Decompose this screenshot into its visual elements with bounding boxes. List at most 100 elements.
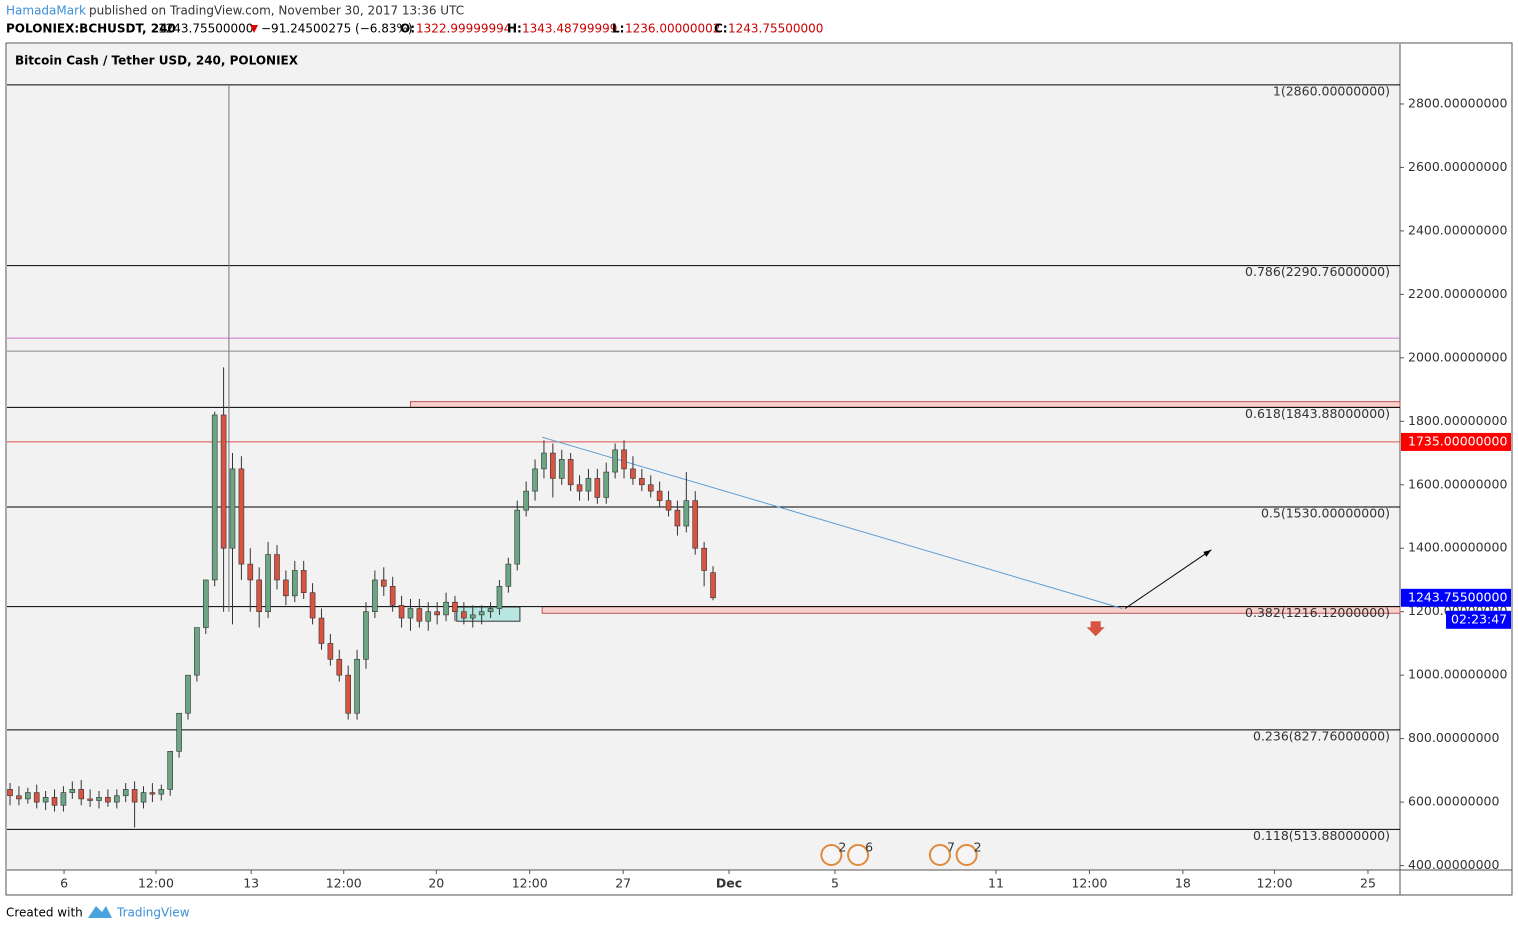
author[interactable]: HamadaMark xyxy=(6,4,86,18)
fib-label: 0.786(2290.76000000) xyxy=(1245,264,1390,279)
plot: 2800.000000002600.000000002400.000000002… xyxy=(7,83,1511,891)
candle-body xyxy=(7,789,13,797)
candle-body xyxy=(247,563,254,581)
candle-body xyxy=(639,478,645,486)
y-tick-label: 800.00000000 xyxy=(1408,730,1500,745)
y-tick-label: 1600.00000000 xyxy=(1408,476,1507,491)
price-tag-label: 1735.00000000 xyxy=(1408,433,1507,448)
plot-area xyxy=(7,44,1400,870)
countdown: 02:23:47 xyxy=(1451,611,1507,626)
candle-body xyxy=(710,572,716,599)
x-tick-label: 12:00 xyxy=(512,876,548,891)
candle-body xyxy=(487,608,494,612)
candle-body xyxy=(149,792,156,795)
y-tick-label: 2400.00000000 xyxy=(1408,222,1507,237)
x-tick-label: 12:00 xyxy=(138,876,174,891)
x-tick-label: 27 xyxy=(615,876,631,891)
open: 1322.99999994 xyxy=(416,22,511,36)
candle-body xyxy=(496,586,503,609)
candle-body xyxy=(60,792,67,806)
candle-body xyxy=(336,658,343,676)
candle-body xyxy=(42,797,49,803)
candle-body xyxy=(398,605,405,619)
candle-body xyxy=(185,674,191,714)
change: −91.24500275 (−6.83%) xyxy=(261,22,413,36)
trendline xyxy=(542,436,1123,610)
candle-body xyxy=(25,792,31,800)
price-tag xyxy=(1401,588,1511,607)
candle-body xyxy=(345,674,351,714)
arrow-head xyxy=(1203,549,1212,557)
candle-body xyxy=(69,789,76,793)
candle-body xyxy=(167,751,174,790)
candle-body xyxy=(354,658,360,714)
candle-body xyxy=(158,789,165,795)
down-arrow-icon xyxy=(1086,621,1105,637)
symbol: POLONIEX:BCHUSDT, 240 xyxy=(6,22,176,36)
candle-body xyxy=(140,792,147,803)
x-tick-label: 6 xyxy=(60,876,68,891)
y-tick-label: 2600.00000000 xyxy=(1408,159,1507,174)
low: 1236.00000002 xyxy=(625,22,720,36)
countdown-bg xyxy=(1446,610,1511,629)
candle-body xyxy=(505,563,512,587)
candle-body xyxy=(425,611,432,622)
candle-body xyxy=(87,798,93,801)
candle-body xyxy=(380,579,387,587)
candle-body xyxy=(372,579,378,612)
candle-body xyxy=(363,611,369,660)
candle-body xyxy=(630,468,636,479)
candle-body xyxy=(122,789,129,797)
y-tick-label: 400.00000000 xyxy=(1408,857,1500,872)
candle-body xyxy=(256,579,262,612)
candle-body xyxy=(318,617,325,644)
x-tick-label: 12:00 xyxy=(326,876,362,891)
candle-body xyxy=(389,586,396,606)
tv-logo xyxy=(88,906,112,918)
candle-body xyxy=(211,414,218,581)
candle-body xyxy=(407,608,414,619)
chart-title: Bitcoin Cash / Tether USD, 240, POLONIEX xyxy=(15,54,299,68)
fib-label: 0.236(827.76000000) xyxy=(1253,728,1390,743)
h-label: H: xyxy=(507,22,522,36)
published: published on TradingView.com, November 3… xyxy=(89,4,464,18)
candle-body xyxy=(656,490,663,501)
candle-body xyxy=(78,789,85,800)
candle-body xyxy=(51,797,58,806)
fib-label: 1(2860.00000000) xyxy=(1273,83,1390,98)
candle-body xyxy=(541,452,547,470)
x-tick-label: 5 xyxy=(831,876,839,891)
y-tick-label: 1400.00000000 xyxy=(1408,540,1507,555)
event-icon xyxy=(847,844,870,866)
created-with: Created with xyxy=(6,906,83,920)
last-price: 1243.75500000 xyxy=(158,22,253,36)
event-count: 2 xyxy=(838,840,846,855)
candle-body xyxy=(434,611,440,616)
event-icon xyxy=(928,844,951,866)
candle-body xyxy=(105,797,111,803)
fib-label: 0.382(1216.12000000) xyxy=(1245,605,1390,620)
candle-body xyxy=(220,414,227,549)
candle-body xyxy=(452,601,458,612)
event-count: 2 xyxy=(974,840,982,855)
candle-body xyxy=(576,484,583,492)
event-count: 6 xyxy=(865,840,873,855)
candle-body xyxy=(274,554,280,581)
candle-body xyxy=(674,509,681,527)
l-label: L: xyxy=(612,22,624,36)
brand[interactable]: TradingView xyxy=(116,906,190,920)
x-tick-label: 11 xyxy=(988,876,1004,891)
candle-body xyxy=(567,459,574,486)
candle-body xyxy=(33,792,40,803)
y-tick-label: 2200.00000000 xyxy=(1408,286,1507,301)
event-icon xyxy=(820,844,843,866)
close: 1243.75500000 xyxy=(728,22,823,36)
candle-body xyxy=(594,478,601,498)
x-tick-label: Dec xyxy=(716,876,742,891)
x-tick-label: 18 xyxy=(1175,876,1191,891)
event-icon xyxy=(955,844,978,866)
c-label: C: xyxy=(714,22,728,36)
candle-body xyxy=(683,500,690,527)
candle-body xyxy=(550,452,556,479)
